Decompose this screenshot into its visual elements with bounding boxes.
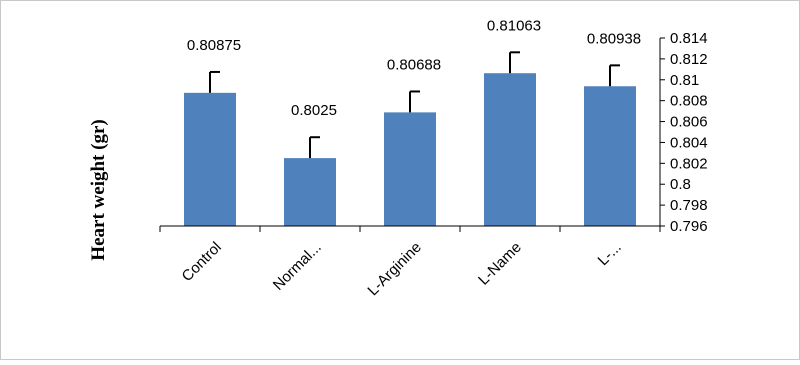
- y-tick-label: 0.81: [670, 72, 699, 89]
- y-tick-label: 0.8: [670, 176, 691, 193]
- bar: [384, 112, 436, 226]
- error-bars-layer: [209, 51, 620, 159]
- y-tick-label: 0.808: [670, 93, 708, 110]
- bar: [484, 73, 536, 226]
- data-label: 0.80688: [387, 56, 441, 73]
- y-tick-label: 0.796: [670, 218, 708, 235]
- y-tick-label: 0.798: [670, 197, 708, 214]
- bars-layer: [184, 73, 636, 227]
- y-tick-label: 0.802: [670, 155, 708, 172]
- data-label: 0.80938: [587, 30, 641, 47]
- y-tick-label: 0.814: [670, 30, 708, 47]
- bar: [584, 86, 636, 227]
- y-tick-label: 0.806: [670, 114, 708, 131]
- y-tick-label: 0.812: [670, 51, 708, 68]
- data-label: 0.81063: [487, 17, 541, 34]
- y-tick-label: 0.804: [670, 134, 708, 151]
- y-axis-title: Heart weight (gr): [88, 119, 109, 260]
- bar: [184, 92, 236, 226]
- data-label: 0.80875: [187, 37, 241, 54]
- y-ticks-layer: 0.796 0.798 0.8 0.802 0.804 0.806 0.808 0.81 0.8…: [660, 30, 708, 235]
- x-ticks-layer: [159, 226, 661, 232]
- bar: [284, 158, 336, 226]
- data-label: 0.8025: [291, 102, 337, 119]
- data-labels-layer: 0.80875 0.8025 0.80688 0.81063 0.80938: [187, 17, 641, 119]
